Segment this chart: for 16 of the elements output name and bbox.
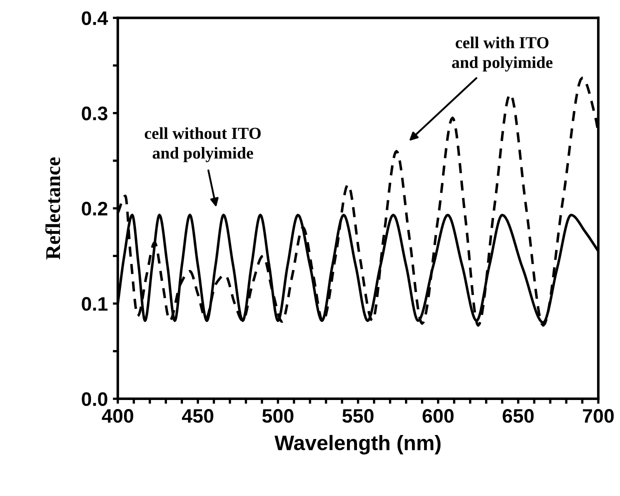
y-tick-label: 0.4 (82, 11, 108, 26)
y-tick-label: 0.0 (82, 392, 108, 406)
x-tick-label: 550 (342, 409, 374, 423)
annotation: cell with ITO and polyimide (452, 36, 552, 72)
y-tick-label: 0.2 (82, 202, 108, 216)
x-tick-label: 400 (102, 409, 134, 423)
x-axis-title: Wavelength (nm) (274, 434, 441, 454)
x-tick-label: 600 (422, 409, 454, 423)
x-tick-label: 500 (262, 409, 294, 423)
y-axis-title: Reflectance (45, 157, 60, 260)
annotation: cell without ITO and polyimide (144, 127, 261, 162)
y-tick-label: 0.3 (82, 106, 108, 120)
x-tick-label: 700 (582, 409, 614, 423)
x-tick-label: 650 (502, 409, 534, 423)
y-tick-label: 0.1 (82, 297, 108, 311)
x-tick-label: 450 (182, 409, 214, 423)
